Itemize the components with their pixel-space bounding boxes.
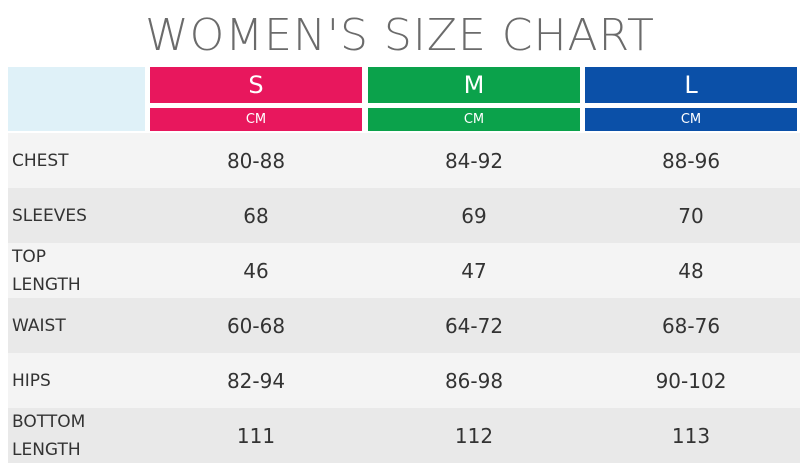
cell-value: 47 bbox=[461, 258, 487, 283]
row-background bbox=[8, 298, 800, 353]
cell-value: 68-76 bbox=[661, 313, 721, 338]
row-label-text: BOTTOM LENGTH bbox=[12, 411, 86, 460]
row-label: HIPS bbox=[8, 353, 148, 408]
unit-header: CM bbox=[368, 108, 580, 131]
row-label: TOP LENGTH bbox=[8, 243, 148, 298]
row-label: SLEEVES bbox=[8, 188, 148, 243]
row-label: CHEST bbox=[8, 133, 148, 188]
row-label-text: CHEST bbox=[12, 150, 69, 171]
row-background bbox=[8, 408, 800, 463]
row-label: BOTTOM LENGTH bbox=[8, 408, 148, 463]
unit-header: CM bbox=[150, 108, 362, 131]
row-label: WAIST bbox=[8, 298, 148, 353]
size-header: S bbox=[150, 67, 362, 103]
cell-value: 69 bbox=[461, 203, 487, 228]
cell-value: 70 bbox=[678, 203, 704, 228]
cell-value: 64-72 bbox=[444, 313, 504, 338]
cell-value: 80-88 bbox=[226, 148, 286, 173]
row-label-text: WAIST bbox=[12, 315, 66, 336]
row-background bbox=[8, 353, 800, 408]
cell-value: 46 bbox=[243, 258, 269, 283]
unit-header: CM bbox=[585, 108, 797, 131]
row-label-text: SLEEVES bbox=[12, 205, 87, 226]
cell-value: 60-68 bbox=[226, 313, 286, 338]
corner-cell bbox=[8, 67, 145, 131]
cell-value: 88-96 bbox=[661, 148, 721, 173]
row-background bbox=[8, 188, 800, 243]
cell-value: 68 bbox=[243, 203, 269, 228]
cell-value: 86-98 bbox=[444, 368, 504, 393]
size-header: M bbox=[368, 67, 580, 103]
cell-value: 82-94 bbox=[226, 368, 286, 393]
cell-value: 90-102 bbox=[655, 368, 727, 393]
cell-value: 113 bbox=[671, 423, 711, 448]
row-label-text: HIPS bbox=[12, 370, 51, 391]
cell-value: 84-92 bbox=[444, 148, 504, 173]
row-label-text: TOP LENGTH bbox=[12, 246, 81, 295]
row-background bbox=[8, 243, 800, 298]
size-header: L bbox=[585, 67, 797, 103]
row-background bbox=[8, 133, 800, 188]
cell-value: 111 bbox=[236, 423, 276, 448]
cell-value: 112 bbox=[454, 423, 494, 448]
title: WOMEN'S SIZE CHART bbox=[145, 10, 655, 61]
cell-value: 48 bbox=[678, 258, 704, 283]
